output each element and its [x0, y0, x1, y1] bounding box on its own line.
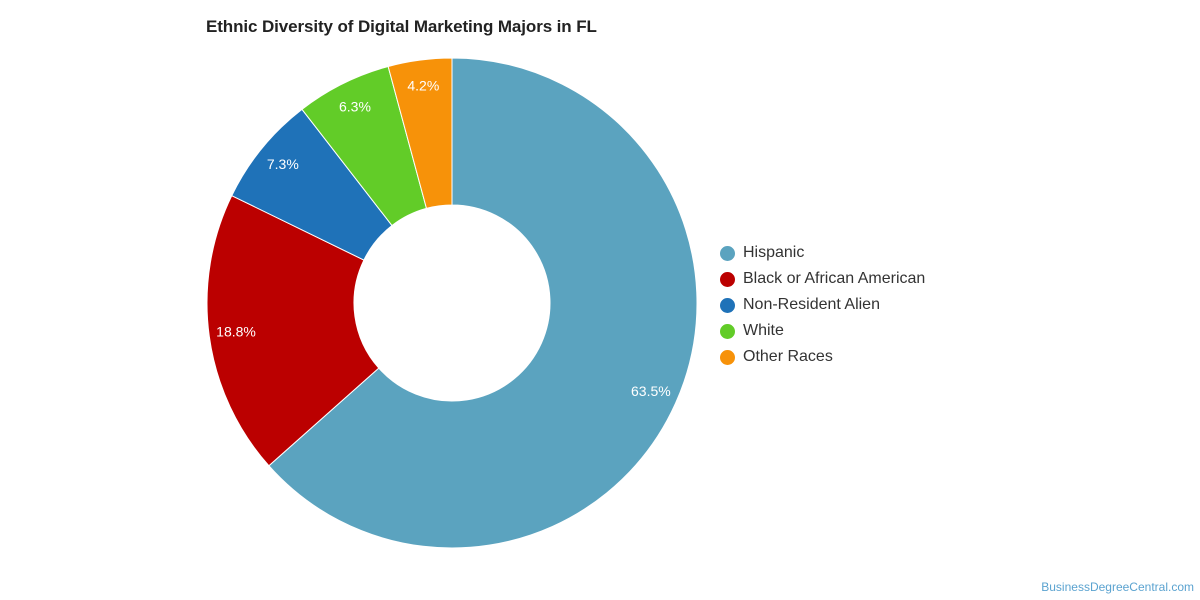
legend-swatch-icon	[720, 323, 735, 339]
slice-black-or-african-american[interactable]	[206, 194, 380, 467]
legend-item-other-races[interactable]: Other Races	[720, 344, 925, 370]
legend-swatch-icon	[720, 271, 735, 287]
legend-label: Non-Resident Alien	[743, 296, 880, 313]
legend-swatch-icon	[720, 245, 735, 261]
legend-swatch-icon	[720, 297, 735, 313]
legend-label: Hispanic	[743, 244, 805, 261]
legend-item-white[interactable]: White	[720, 318, 925, 344]
legend-label: Black or African American	[743, 270, 926, 287]
slice-hispanic[interactable]	[268, 57, 698, 549]
legend-swatch-icon	[720, 349, 735, 365]
legend-label: White	[743, 322, 784, 339]
chart-title: Ethnic Diversity of Digital Marketing Ma…	[206, 17, 597, 36]
legend-label: Other Races	[743, 348, 833, 365]
slice-label-black-or-african-american: 18.8%	[216, 323, 256, 339]
source-credit[interactable]: BusinessDegreeCentral.com	[1041, 580, 1194, 594]
slice-label-other-races: 4.2%	[407, 78, 439, 94]
donut-slices	[206, 57, 698, 549]
legend-item-hispanic[interactable]: Hispanic	[720, 240, 925, 266]
slice-labels: 63.5% 18.8% 7.3% 6.3% 4.2%	[216, 78, 671, 399]
legend-item-non-resident-alien[interactable]: Non-Resident Alien	[720, 292, 925, 318]
chart-legend: Hispanic Black or African American Non-Res…	[720, 240, 925, 370]
slice-label-hispanic: 63.5%	[631, 383, 671, 399]
slice-label-white: 6.3%	[339, 98, 371, 114]
legend-item-black-or-african-american[interactable]: Black or African American	[720, 266, 925, 292]
slice-other-races[interactable]	[387, 57, 453, 209]
slice-label-non-resident-alien: 7.3%	[267, 156, 299, 172]
